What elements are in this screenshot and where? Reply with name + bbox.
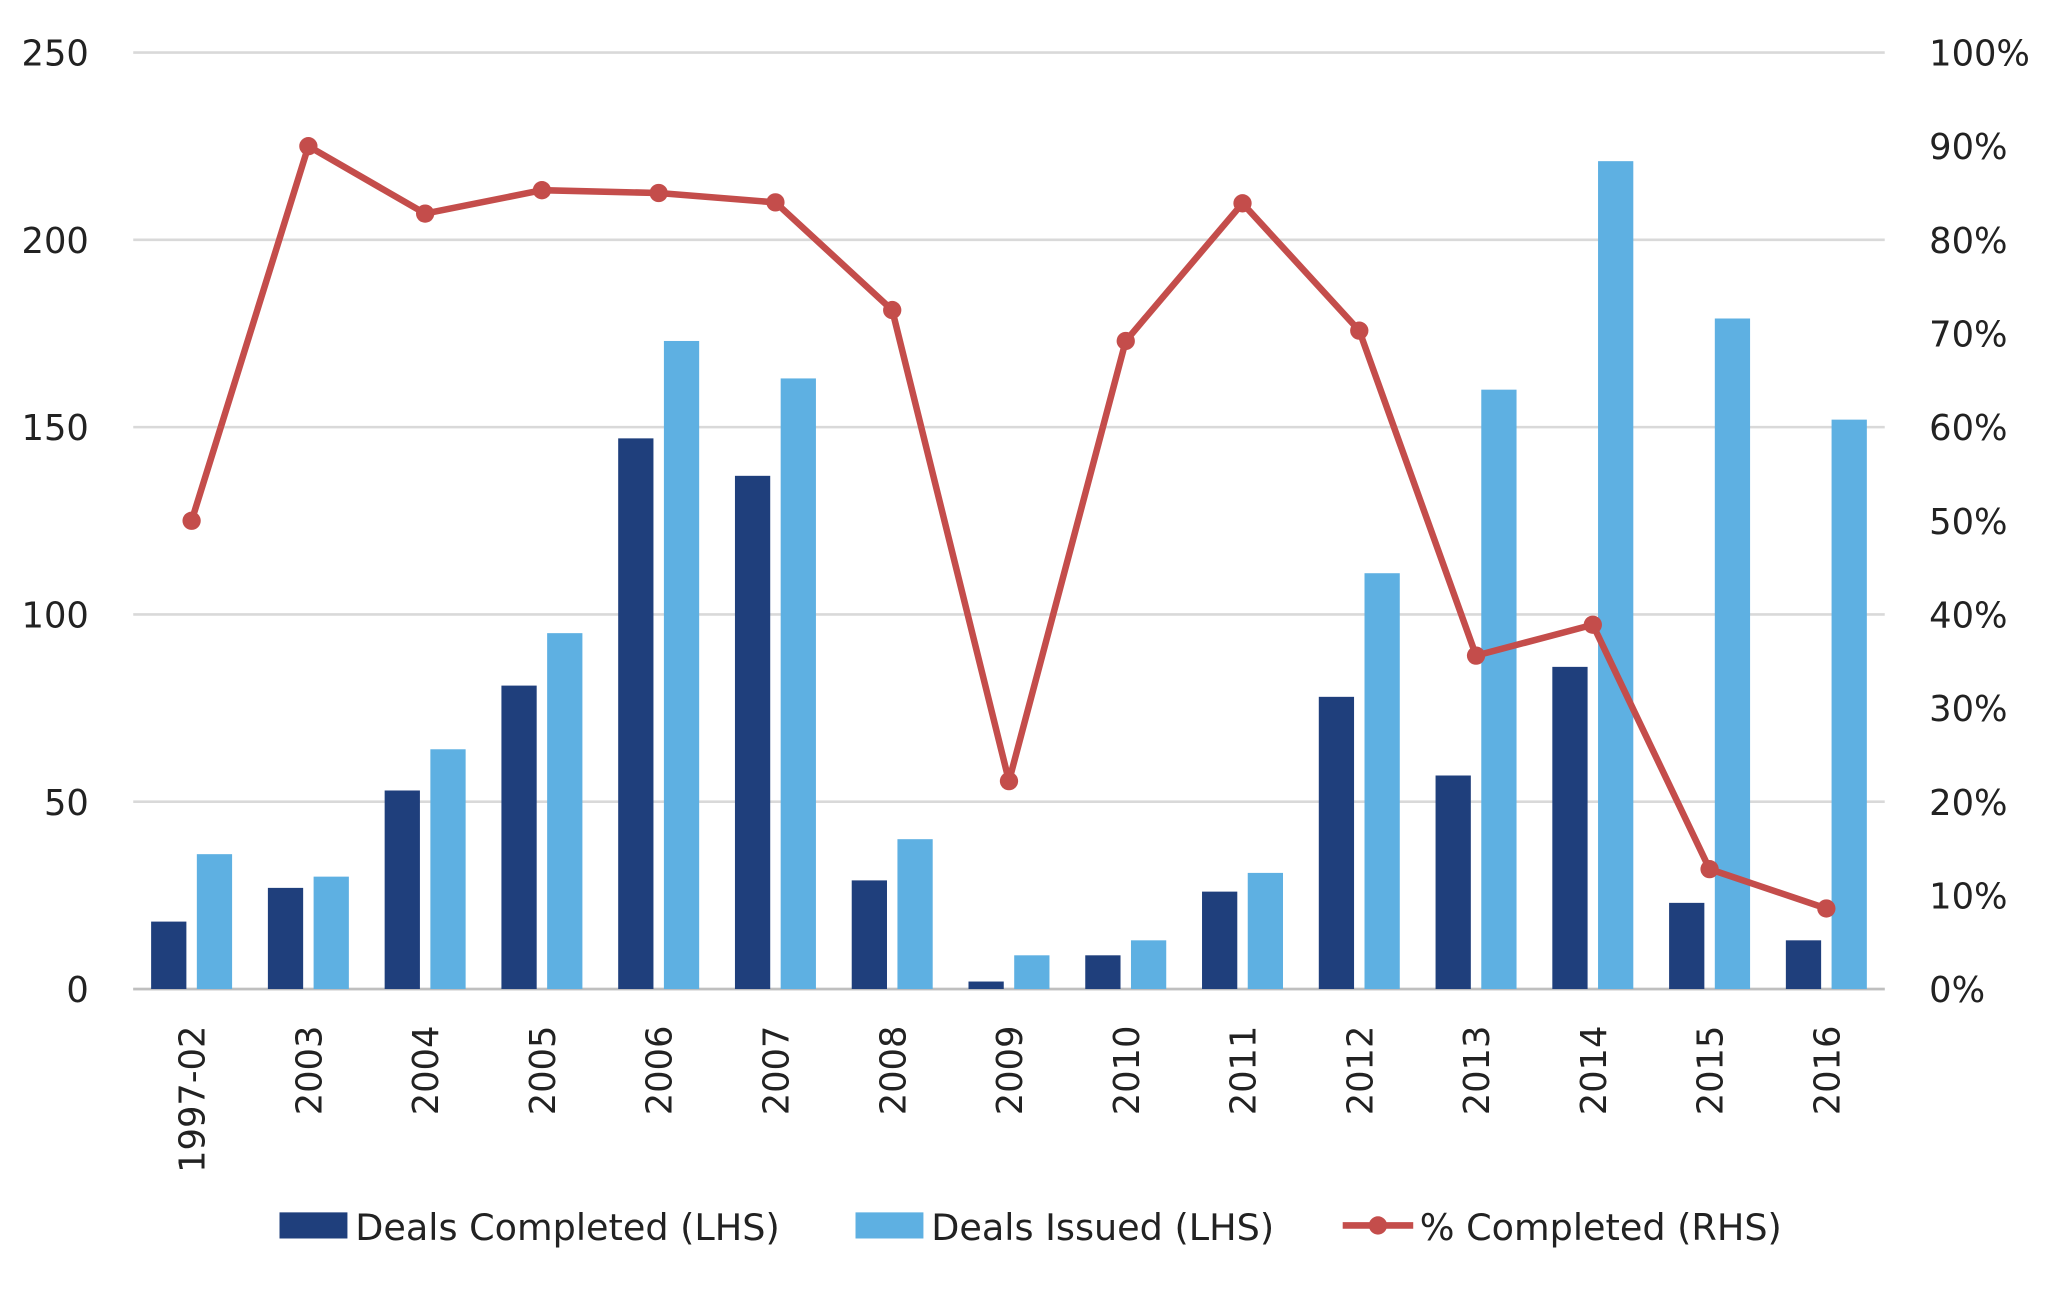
x-tick-label: 2003 xyxy=(289,1026,330,1116)
bar-deals-completed xyxy=(1669,902,1705,990)
x-tick-label: 2008 xyxy=(873,1026,914,1116)
bar-deals-completed xyxy=(851,880,887,990)
bar-deals-issued xyxy=(1714,318,1751,990)
right-tick-label: 10% xyxy=(1929,876,2007,917)
bar-deals-completed xyxy=(267,887,304,990)
marker-pct-completed xyxy=(1233,194,1252,213)
marker-pct-completed xyxy=(532,181,552,200)
right-tick-label: 70% xyxy=(1929,315,2007,356)
right-tick-label: 50% xyxy=(1929,502,2007,543)
bar-deals-completed xyxy=(151,921,187,990)
marker-pct-completed xyxy=(883,300,902,320)
bar-deals-completed xyxy=(1085,955,1121,990)
x-tick-label: 2007 xyxy=(757,1026,798,1116)
gridlines xyxy=(133,51,1885,991)
bar-deals-completed xyxy=(618,438,654,990)
legend-swatch-deals-completed xyxy=(279,1212,348,1239)
bar-deals-issued xyxy=(897,839,933,990)
legend: Deals Completed (LHS) Deals Issued (LHS)… xyxy=(279,1206,1782,1249)
legend-label-pct-completed: % Completed (RHS) xyxy=(1420,1206,1782,1249)
right-tick-label: 60% xyxy=(1929,408,2007,449)
x-tick-label: 2013 xyxy=(1457,1026,1498,1116)
x-tick-label: 2015 xyxy=(1691,1026,1732,1116)
left-tick-label: 100 xyxy=(22,595,89,636)
right-tick-label: 90% xyxy=(1929,127,2007,168)
x-tick-label: 2012 xyxy=(1340,1026,1381,1116)
marker-pct-completed xyxy=(1817,899,1836,918)
x-tick-label: 1997-02 xyxy=(173,1026,214,1173)
bar-deals-issued xyxy=(1831,419,1867,990)
bar-deals-issued xyxy=(1247,872,1284,990)
bar-deals-issued xyxy=(196,854,233,990)
bar-deals-issued xyxy=(313,876,349,990)
bar-deals-issued xyxy=(1598,161,1634,990)
marker-pct-completed xyxy=(1466,646,1486,665)
bar-deals-completed xyxy=(1435,775,1471,990)
left-axis: 0 50 100 150 200 250 xyxy=(22,34,89,1011)
marker-pct-completed xyxy=(1583,615,1602,634)
bar-deals-issued xyxy=(1481,389,1517,990)
left-tick-label: 150 xyxy=(22,408,89,449)
right-tick-label: 100% xyxy=(1929,34,2030,75)
legend-label-deals-issued: Deals Issued (LHS) xyxy=(931,1206,1274,1249)
bar-deals-completed xyxy=(1318,696,1355,990)
bar-deals-issued xyxy=(1014,955,1050,990)
x-tick-label: 2014 xyxy=(1574,1026,1615,1116)
left-tick-label: 200 xyxy=(22,221,89,262)
bar-deals-issued xyxy=(430,749,466,990)
right-tick-label: 20% xyxy=(1929,783,2007,824)
bar-deals-completed xyxy=(1785,940,1822,990)
bar-deals-issued xyxy=(663,340,700,990)
bar-deals-issued xyxy=(780,378,816,990)
x-tick-label: 2006 xyxy=(640,1026,681,1116)
bar-deals-issued xyxy=(1364,573,1400,990)
x-tick-label: 2011 xyxy=(1224,1026,1265,1116)
right-tick-label: 30% xyxy=(1929,689,2007,730)
marker-pct-completed xyxy=(999,771,1019,791)
x-tick-label: 2016 xyxy=(1807,1026,1848,1116)
bar-deals-completed xyxy=(734,475,771,990)
bar-deals-completed xyxy=(968,981,1004,990)
right-tick-label: 40% xyxy=(1929,595,2007,636)
bar-deals-completed xyxy=(501,685,537,990)
marker-pct-completed xyxy=(1116,331,1135,351)
marker-pct-completed xyxy=(1350,321,1369,340)
marker-pct-completed xyxy=(1700,860,1719,879)
marker-pct-completed xyxy=(299,137,318,156)
bar-deals-completed xyxy=(1202,891,1238,990)
bar-deals-issued xyxy=(547,633,583,990)
x-tick-label: 2010 xyxy=(1107,1026,1148,1116)
bar-deals-completed xyxy=(384,790,420,990)
left-tick-label: 250 xyxy=(22,34,89,75)
bar-deals-completed xyxy=(1552,666,1588,990)
legend-label-deals-completed: Deals Completed (LHS) xyxy=(355,1206,780,1249)
x-tick-label: 2009 xyxy=(990,1026,1031,1116)
right-tick-label: 0% xyxy=(1929,970,1985,1011)
bar-deals-issued xyxy=(1130,940,1167,990)
marker-pct-completed xyxy=(416,204,435,223)
right-axis: 0% 10% 20% 30% 40% 50% 60% 70% 80% 90% 100% xyxy=(1929,34,2030,1011)
legend-swatch-marker xyxy=(1368,1216,1388,1235)
x-axis: 1997-02 2003 2004 2005 2006 2007 2008 2009 2010 2… xyxy=(173,1026,1849,1173)
right-tick-label: 80% xyxy=(1929,221,2007,262)
bars xyxy=(151,161,1867,990)
x-tick-label: 2005 xyxy=(523,1026,564,1116)
marker-pct-completed xyxy=(182,511,201,530)
completion-line xyxy=(182,137,1836,918)
left-tick-label: 0 xyxy=(66,970,88,1011)
marker-pct-completed xyxy=(649,183,668,203)
left-tick-label: 50 xyxy=(44,783,89,824)
legend-swatch-deals-issued xyxy=(855,1212,924,1239)
marker-pct-completed xyxy=(766,193,785,212)
x-tick-label: 2004 xyxy=(406,1026,447,1116)
